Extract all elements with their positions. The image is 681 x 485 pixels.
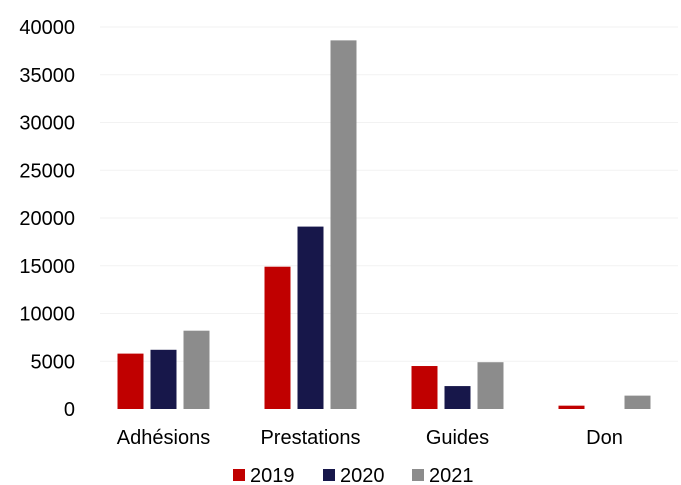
- bar-2020-2: [444, 386, 471, 409]
- x-category-label: Adhésions: [117, 427, 210, 449]
- legend-label: 2020: [340, 465, 385, 485]
- legend-label: 2019: [250, 465, 295, 485]
- legend-swatch-2019: [233, 469, 245, 481]
- bar-2019-0: [117, 353, 144, 409]
- y-tick-label: 15000: [19, 256, 75, 278]
- x-category-label: Guides: [426, 427, 489, 449]
- y-tick-label: 30000: [19, 113, 75, 135]
- y-tick-label: 35000: [19, 65, 75, 87]
- bars: [117, 40, 651, 410]
- y-tick-label: 5000: [31, 351, 76, 373]
- bar-2020-1: [297, 226, 324, 409]
- y-tick-label: 40000: [19, 17, 75, 39]
- bar-2021-1: [330, 40, 357, 410]
- bar-2019-1: [264, 266, 291, 409]
- bar-2021-2: [477, 362, 504, 409]
- x-axis-categories: Adhésions Prestations Guides Don: [117, 427, 623, 449]
- legend-swatch-2020: [323, 469, 335, 481]
- y-tick-label: 0: [64, 399, 75, 421]
- gridlines: [100, 26, 678, 362]
- y-tick-label: 25000: [19, 160, 75, 182]
- x-category-label: Prestations: [260, 427, 360, 449]
- bar-2021-0: [183, 330, 210, 409]
- x-category-label: Don: [586, 427, 623, 449]
- legend-label: 2021: [429, 465, 474, 485]
- bar-2020-0: [150, 349, 177, 409]
- legend-swatch-2021: [412, 469, 424, 481]
- bar-2019-2: [411, 366, 438, 409]
- y-tick-label: 20000: [19, 208, 75, 230]
- legend: 2019 2020 2021: [233, 465, 474, 485]
- bar-2019-3: [558, 405, 585, 409]
- y-tick-label: 10000: [19, 304, 75, 326]
- y-axis-ticks: 0 5000 10000 15000 20000 25000 30000 35000 40000: [19, 17, 75, 421]
- bar-2021-3: [624, 395, 651, 409]
